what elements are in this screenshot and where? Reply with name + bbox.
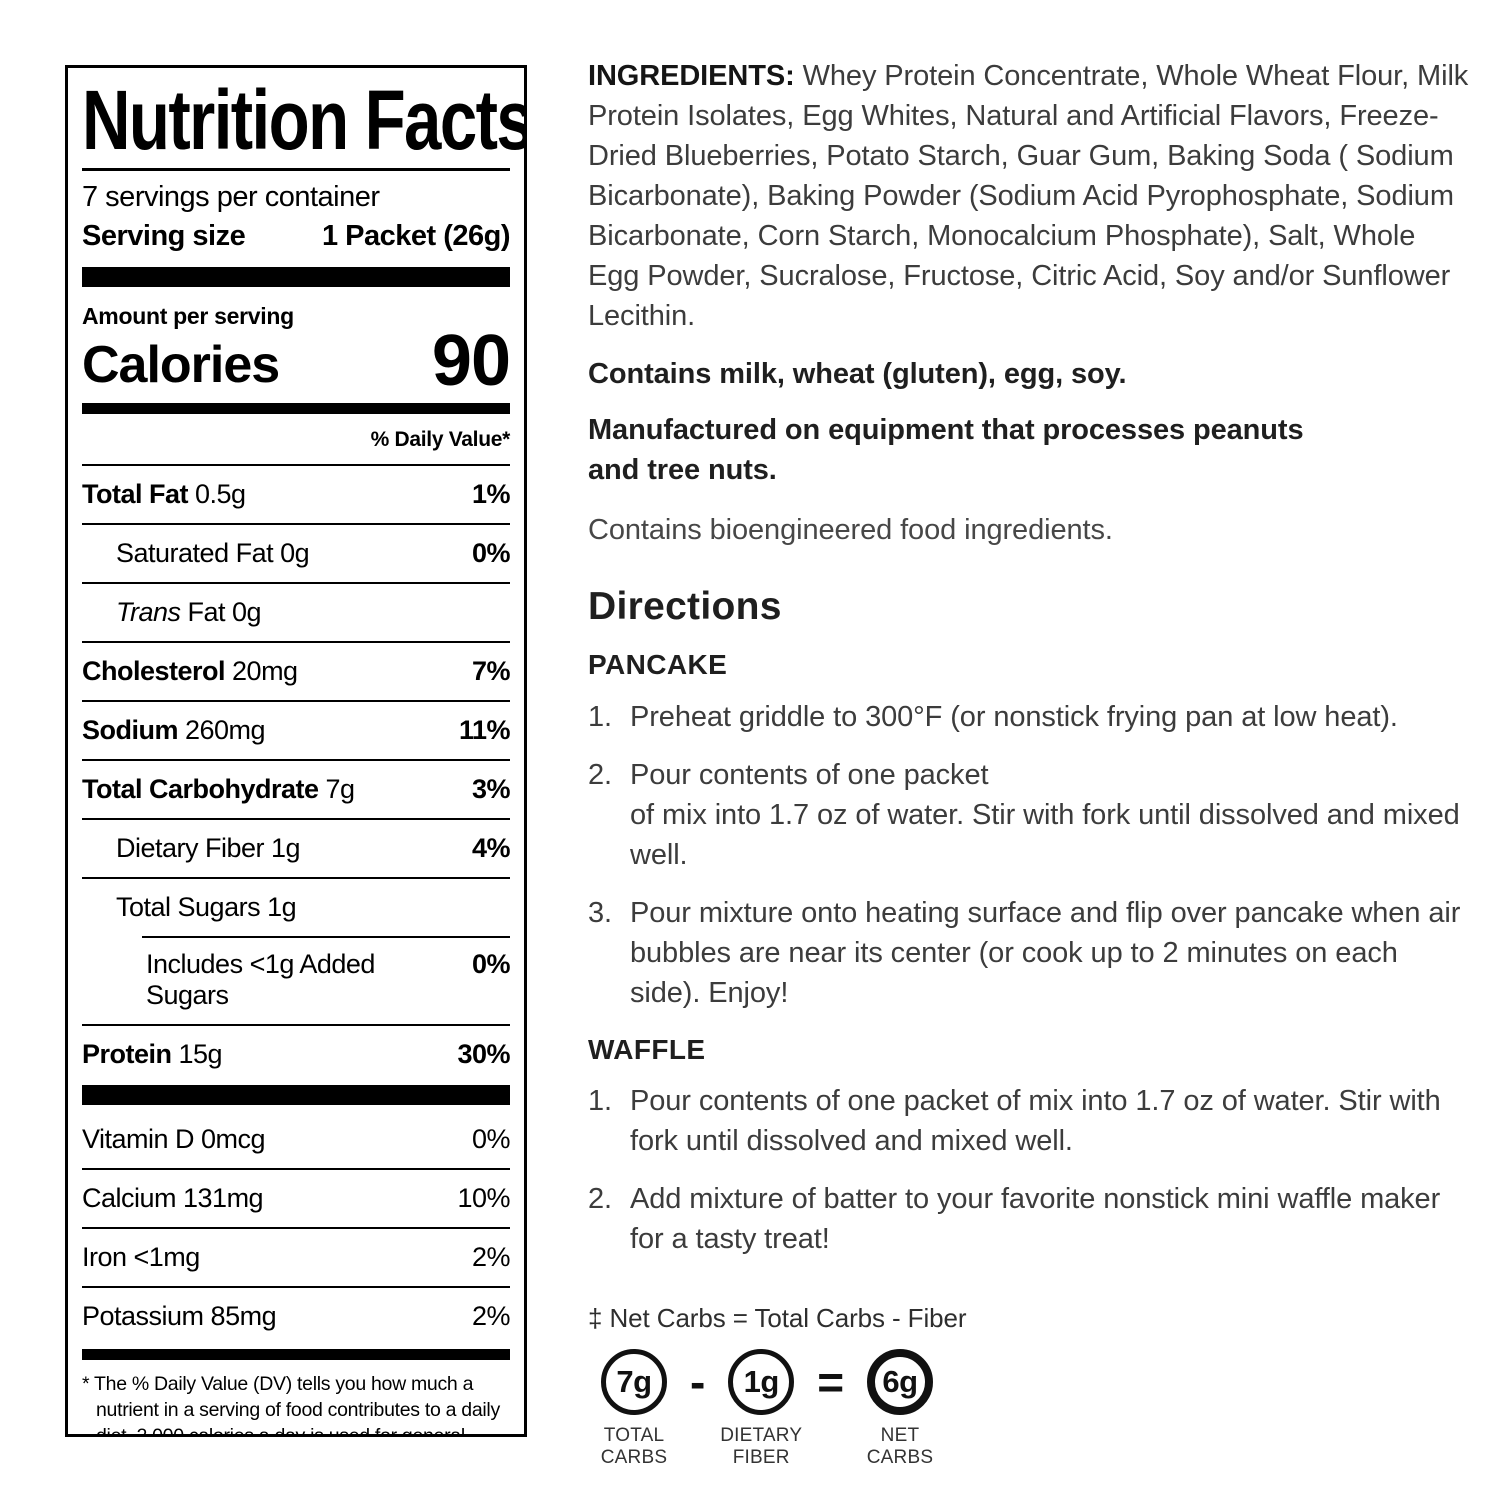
ingredients-directions-column: INGREDIENTS: Whey Protein Concentrate, W… — [588, 56, 1474, 1469]
bioengineered-statement: Contains bioengineered food ingredients. — [588, 514, 1113, 547]
directions-title: Directions — [588, 585, 782, 629]
net-carbs-formula: ‡ Net Carbs = Total Carbs - Fiber — [588, 1303, 967, 1334]
serving-size-label: Serving size — [82, 219, 246, 252]
daily-value: 0% — [471, 537, 511, 568]
nutrient-row-total-fat: Total Fat 0.5g 1% — [82, 463, 511, 523]
nutrient-rows: Total Fat 0.5g 1% Saturated Fat 0g 0% Tr… — [82, 463, 511, 1083]
nutrient-row-sodium: Sodium 260mg 11% — [82, 699, 511, 759]
pancake-step-3: 3. Pour mixture onto heating surface and… — [588, 893, 1474, 1013]
daily-value: 2% — [471, 1241, 511, 1272]
serving-size-row: Serving size 1 Packet (26g) — [82, 214, 511, 265]
net-carbs-item: 6g NET CARBS — [854, 1349, 946, 1469]
nutrient-row-protein: Protein 15g 30% — [82, 1023, 510, 1083]
nutrition-facts-title: Nutrition Facts — [82, 73, 527, 167]
daily-value: 11% — [458, 714, 511, 745]
step-text: Preheat griddle to 300°F (or nonstick fr… — [630, 700, 1398, 733]
daily-value: 1% — [471, 478, 511, 509]
calories-row: Calories 90 — [82, 320, 511, 401]
step-text: Pour contents of one packet of mix into … — [630, 1085, 1441, 1158]
daily-value: 0% — [471, 1123, 511, 1154]
daily-value: 2% — [471, 1300, 511, 1331]
calories-label: Calories — [82, 336, 280, 395]
waffle-step-1: 1. Pour contents of one packet of mix in… — [588, 1081, 1474, 1161]
ingredients-label: INGREDIENTS: — [588, 60, 803, 92]
daily-value-header: % Daily Value* — [370, 427, 511, 451]
allergen-contains-statement: Contains milk, wheat (gluten), egg, soy. — [588, 358, 1127, 391]
pancake-title: PANCAKE — [588, 648, 728, 680]
nutrient-row-vitamin-d: Vitamin D 0mcg 0% — [82, 1123, 511, 1154]
nutrient-row-saturated-fat: Saturated Fat 0g 0% — [82, 522, 511, 582]
amount-per-serving-label: Amount per serving — [82, 302, 294, 329]
ingredients-text: Whey Protein Concentrate, Whole Wheat Fl… — [588, 60, 1469, 333]
total-carbs-label: TOTAL CARBS — [600, 1425, 668, 1469]
manufactured-statement: Manufactured on equipment that processes… — [588, 414, 1304, 487]
daily-value: 10% — [457, 1182, 510, 1213]
medium-divider-bar — [82, 402, 510, 414]
thick-divider-bar — [82, 266, 510, 287]
daily-value: 4% — [471, 832, 511, 863]
nutrition-facts-panel: Nutrition Facts 7 servings per container… — [65, 65, 527, 1437]
nutrient-row-cholesterol: Cholesterol 20mg 7% — [82, 640, 511, 700]
net-carbs-circle: 6g — [866, 1349, 933, 1416]
daily-value: 7% — [471, 655, 511, 686]
calories-value: 90 — [431, 320, 511, 401]
nutrient-row-trans-fat: Trans Fat 0g — [82, 581, 510, 641]
step-text: Add mixture of batter to your favorite n… — [630, 1183, 1441, 1256]
nutrient-row-calcium: Calcium 131mg 10% — [82, 1167, 510, 1227]
step-text: Pour mixture onto heating surface and fl… — [630, 896, 1461, 1009]
dietary-fiber-item: 1g DIETARY FIBER — [715, 1349, 807, 1469]
pancake-steps: 1. Preheat griddle to 300°F (or nonstick… — [588, 697, 1474, 1013]
serving-size-value: 1 Packet (26g) — [321, 219, 511, 252]
net-carbs-section: ‡ Net Carbs = Total Carbs - Fiber 7g TOT… — [588, 1301, 1474, 1469]
waffle-step-2: 2. Add mixture of batter to your favorit… — [588, 1179, 1474, 1259]
medium-divider-bar — [82, 1348, 510, 1360]
dietary-fiber-label: DIETARY FIBER — [720, 1425, 803, 1469]
nutrient-row-potassium: Potassium 85mg 2% — [82, 1285, 511, 1345]
daily-value: 30% — [457, 1038, 510, 1069]
net-carbs-label: NET CARBS — [866, 1425, 934, 1469]
nutrient-row-dietary-fiber: Dietary Fiber 1g 4% — [82, 817, 511, 877]
net-carbs-diagram: 7g TOTAL CARBS - 1g DIETARY FIBER = 6g N… — [588, 1349, 1474, 1469]
nutrient-row-total-sugars: Total Sugars 1g — [82, 876, 510, 936]
step-number: 3. — [588, 896, 612, 929]
total-carbs-circle: 7g — [601, 1349, 667, 1416]
thick-divider-bar — [82, 1084, 510, 1105]
minus-operator: - — [690, 1356, 706, 1409]
nutrient-row-iron: Iron <1mg 2% — [82, 1226, 511, 1286]
waffle-title: WAFFLE — [588, 1033, 706, 1065]
pancake-step-1: 1. Preheat griddle to 300°F (or nonstick… — [588, 697, 1474, 737]
equals-operator: = — [817, 1356, 844, 1409]
step-number: 1. — [588, 700, 612, 733]
title-divider — [82, 167, 510, 171]
nutrient-row-added-sugars: Includes <1g Added Sugars 0% — [82, 935, 511, 1024]
step-number: 1. — [588, 1085, 612, 1118]
daily-value: 0% — [471, 948, 511, 979]
step-number: 2. — [588, 1183, 612, 1216]
daily-value: 3% — [471, 773, 511, 804]
step-number: 2. — [588, 758, 612, 791]
pancake-step-2: 2. Pour contents of one packet of mix in… — [588, 755, 1474, 875]
servings-per-container: 7 servings per container — [82, 180, 380, 213]
vitamin-rows: Vitamin D 0mcg 0% Calcium 131mg 10% Iron… — [82, 1111, 511, 1345]
nutrient-row-total-carbohydrate: Total Carbohydrate 7g 3% — [82, 758, 511, 818]
daily-value-footnote: * The % Daily Value (DV) tells you how m… — [82, 1372, 500, 1437]
step-text: Pour contents of one packet of mix into … — [630, 758, 1460, 871]
dietary-fiber-circle: 1g — [728, 1349, 795, 1416]
waffle-steps: 1. Pour contents of one packet of mix in… — [588, 1081, 1474, 1259]
total-carbs-item: 7g TOTAL CARBS — [588, 1349, 680, 1469]
ingredients-paragraph: INGREDIENTS: Whey Protein Concentrate, W… — [588, 56, 1474, 336]
